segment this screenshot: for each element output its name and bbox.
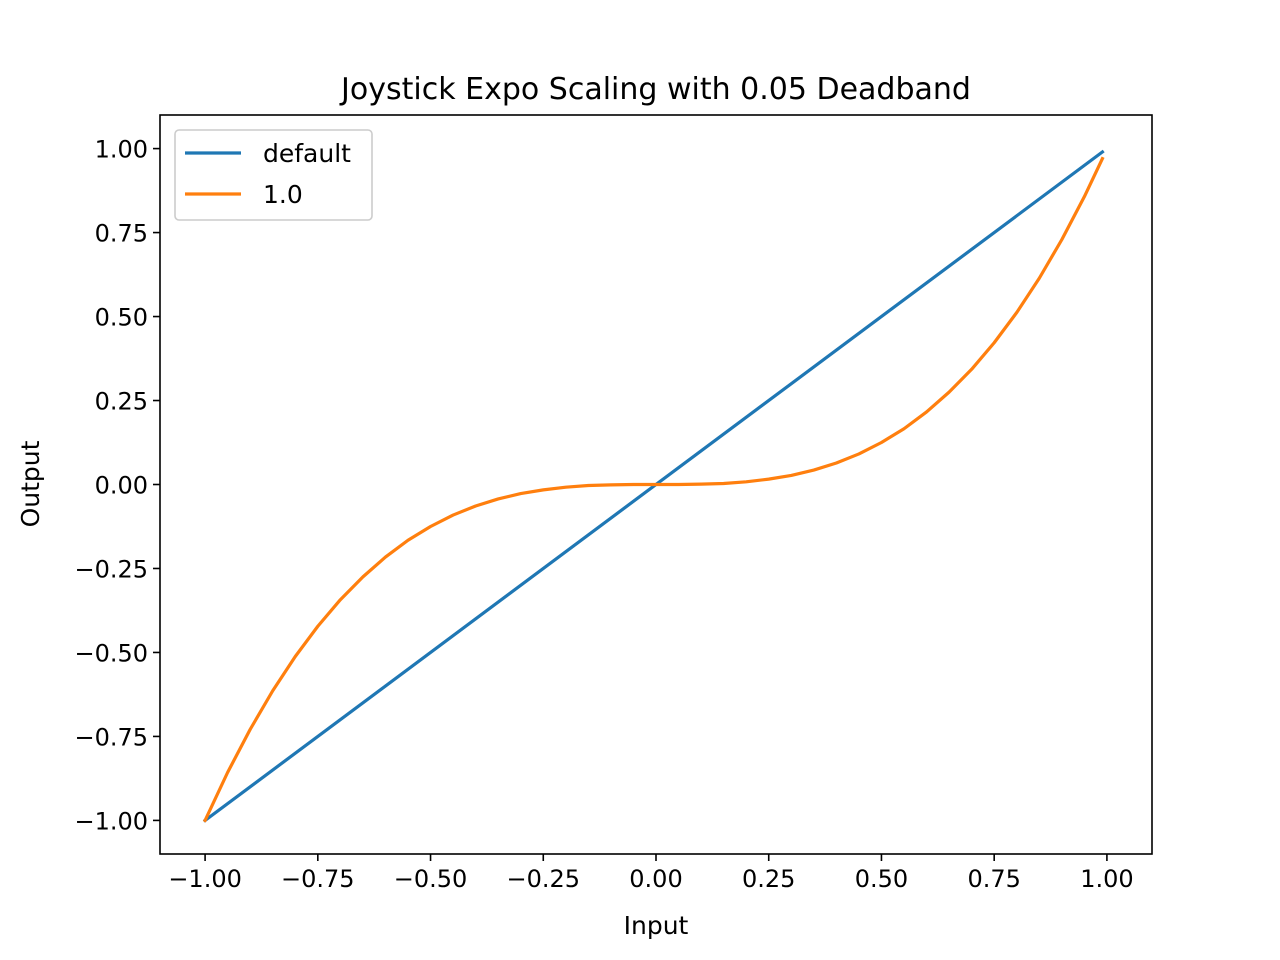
x-tick-label: 0.50 bbox=[855, 865, 908, 893]
x-tick-label: −1.00 bbox=[168, 865, 242, 893]
x-tick-label: 0.25 bbox=[742, 865, 795, 893]
x-axis-label: Input bbox=[624, 911, 689, 940]
y-axis-label: Output bbox=[16, 440, 45, 527]
x-tick-label: −0.75 bbox=[281, 865, 355, 893]
legend: default 1.0 bbox=[174, 129, 373, 221]
chart-title: Joystick Expo Scaling with 0.05 Deadband bbox=[339, 72, 971, 107]
series-layer bbox=[202, 149, 1105, 823]
y-tick-label: 0.00 bbox=[95, 472, 148, 500]
y-tick-label: 1.00 bbox=[95, 136, 148, 164]
x-tick-label: −0.50 bbox=[394, 865, 468, 893]
x-axis-ticks: −1.00 −0.75 −0.50 −0.25 0.00 0.25 0.50 0.75 1.00 bbox=[168, 854, 1134, 893]
legend-label-0: default bbox=[263, 139, 351, 168]
y-tick-label: −1.00 bbox=[74, 807, 148, 835]
legend-label-1: 1.0 bbox=[263, 180, 303, 209]
y-axis-ticks: −1.00 −0.75 −0.50 −0.25 0.00 0.25 0.50 0.75 1.00 bbox=[74, 136, 160, 835]
y-tick-label: −0.75 bbox=[74, 723, 148, 751]
series-line-1 bbox=[202, 156, 1105, 823]
series-line-0 bbox=[202, 149, 1105, 823]
x-tick-label: 0.75 bbox=[967, 865, 1020, 893]
y-tick-label: −0.25 bbox=[74, 555, 148, 583]
x-tick-label: −0.25 bbox=[506, 865, 580, 893]
x-tick-label: 1.00 bbox=[1080, 865, 1133, 893]
y-tick-label: 0.25 bbox=[95, 388, 148, 416]
y-tick-label: 0.50 bbox=[95, 304, 148, 332]
y-tick-label: −0.50 bbox=[74, 639, 148, 667]
y-tick-label: 0.75 bbox=[95, 220, 148, 248]
x-tick-label: 0.00 bbox=[629, 865, 682, 893]
